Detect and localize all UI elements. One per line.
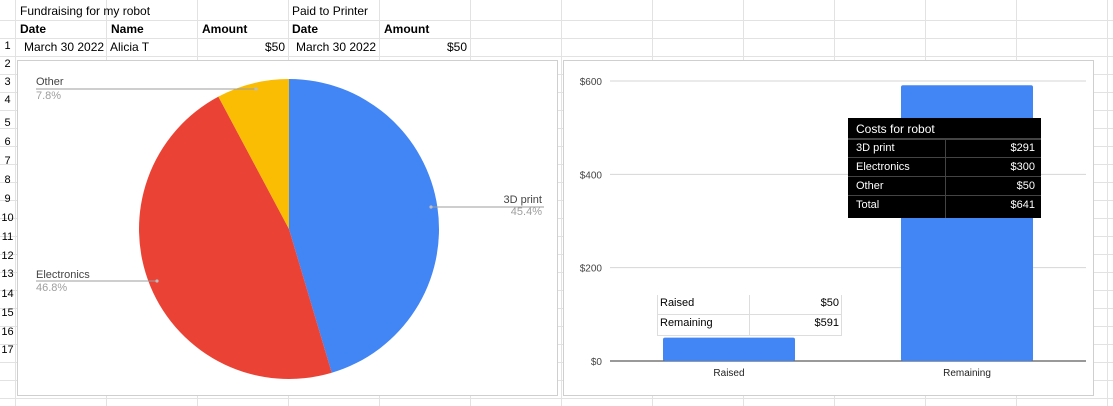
- y-tick-label: $600: [580, 77, 603, 88]
- row-number[interactable]: 7: [4, 155, 11, 167]
- costs-table-title: Costs for robot: [856, 122, 935, 136]
- row-number[interactable]: 5: [4, 117, 11, 129]
- cell-name[interactable]: Alicia T: [110, 40, 150, 54]
- row-number[interactable]: 4: [4, 94, 11, 106]
- row-number[interactable]: 1: [4, 40, 11, 52]
- pie-slice-other[interactable]: [218, 79, 289, 229]
- cell-paid-amount[interactable]: $50: [446, 40, 467, 54]
- y-tick-label: $200: [580, 264, 603, 275]
- row-number[interactable]: 9: [4, 193, 11, 205]
- y-tick-label: $0: [591, 357, 603, 368]
- pie-slice-3d-print[interactable]: [289, 79, 440, 373]
- pie-label-other: Other: [36, 76, 64, 88]
- row-number[interactable]: 15: [1, 307, 14, 319]
- bar-chart[interactable]: $0 $200 $400 $600 Raised Remaining Raised $5…: [563, 60, 1094, 396]
- leader-dot-3d-print: [429, 205, 433, 209]
- table-border: [657, 295, 658, 336]
- grid-line: [0, 56, 1113, 57]
- sheet-title-fundraising[interactable]: Fundraising for my robot: [20, 4, 151, 18]
- table-border: [749, 295, 750, 336]
- pie-label-electronics: Electronics: [36, 269, 90, 281]
- leader-dot-other: [254, 87, 258, 91]
- row-number[interactable]: 2: [4, 58, 11, 70]
- remaining-label: Remaining: [660, 317, 713, 329]
- header-paid-amount[interactable]: Amount: [384, 22, 430, 36]
- grid-line: [1107, 0, 1108, 406]
- remaining-amount: $591: [814, 317, 839, 329]
- row-number[interactable]: 10: [1, 212, 14, 224]
- grid-line: [0, 398, 1113, 399]
- cost-item-electronics: Electronics: [856, 161, 910, 173]
- cost-item-3d-print: 3D print: [856, 142, 895, 154]
- row-number[interactable]: 8: [4, 174, 11, 186]
- row-number[interactable]: 12: [1, 250, 14, 262]
- cost-amount-other: $50: [1016, 180, 1035, 192]
- pie-chart-svg: 3D print 45.4% Electronics 46.8% Other 7…: [36, 76, 544, 380]
- cell-date[interactable]: March 30 2022: [24, 40, 105, 54]
- x-category-label: Raised: [713, 368, 744, 379]
- costs-for-robot-table: Costs for robot 3D print $291 Electronic…: [848, 118, 1041, 218]
- cell-amount[interactable]: $50: [264, 40, 285, 54]
- grid-line: [561, 0, 562, 406]
- cost-amount-3d-print: $291: [1010, 142, 1035, 154]
- pie-label-3d-print: 3D print: [503, 194, 542, 206]
- header-paid-date[interactable]: Date: [292, 22, 319, 36]
- cost-item-total: Total: [856, 199, 880, 211]
- row-number[interactable]: 6: [4, 136, 11, 148]
- grid-line: [0, 38, 1113, 39]
- header-name[interactable]: Name: [111, 22, 144, 36]
- leader-dot-electronics: [155, 279, 159, 283]
- cost-amount-electronics: $300: [1010, 161, 1035, 173]
- cost-amount-total: $641: [1010, 199, 1035, 211]
- row-number[interactable]: 17: [1, 344, 14, 356]
- row-number[interactable]: 16: [1, 326, 14, 338]
- cost-item-other: Other: [856, 180, 884, 192]
- table-divider: [945, 139, 946, 218]
- row-number[interactable]: 13: [1, 268, 14, 280]
- raised-amount: $50: [820, 297, 839, 309]
- pie-pct-3d-print: 45.4%: [511, 206, 542, 218]
- y-tick-label: $400: [580, 170, 603, 181]
- grid-line: [15, 0, 16, 406]
- row-number[interactable]: 14: [1, 288, 14, 300]
- bar-raised[interactable]: [663, 337, 795, 361]
- table-border: [841, 295, 842, 336]
- sheet-title-printer[interactable]: Paid to Printer: [292, 4, 369, 18]
- header-amount[interactable]: Amount: [202, 22, 248, 36]
- pie-pct-electronics: 46.8%: [36, 282, 67, 294]
- grid-line: [0, 20, 1113, 21]
- header-date[interactable]: Date: [20, 22, 47, 36]
- pie-chart[interactable]: 3D print 45.4% Electronics 46.8% Other 7…: [17, 60, 558, 396]
- row-number[interactable]: 11: [1, 231, 14, 243]
- row-number[interactable]: 3: [4, 76, 11, 88]
- bar-chart-svg: $0 $200 $400 $600 Raised Remaining: [580, 77, 1086, 379]
- raised-label: Raised: [660, 297, 695, 309]
- pie-pct-other: 7.8%: [36, 90, 61, 102]
- pie-slice-electronics[interactable]: [139, 96, 332, 380]
- x-category-label: Remaining: [943, 368, 991, 379]
- cell-paid-date[interactable]: March 30 2022: [296, 40, 377, 54]
- raised-remaining-table: Raised $50 Remaining $591: [657, 295, 842, 336]
